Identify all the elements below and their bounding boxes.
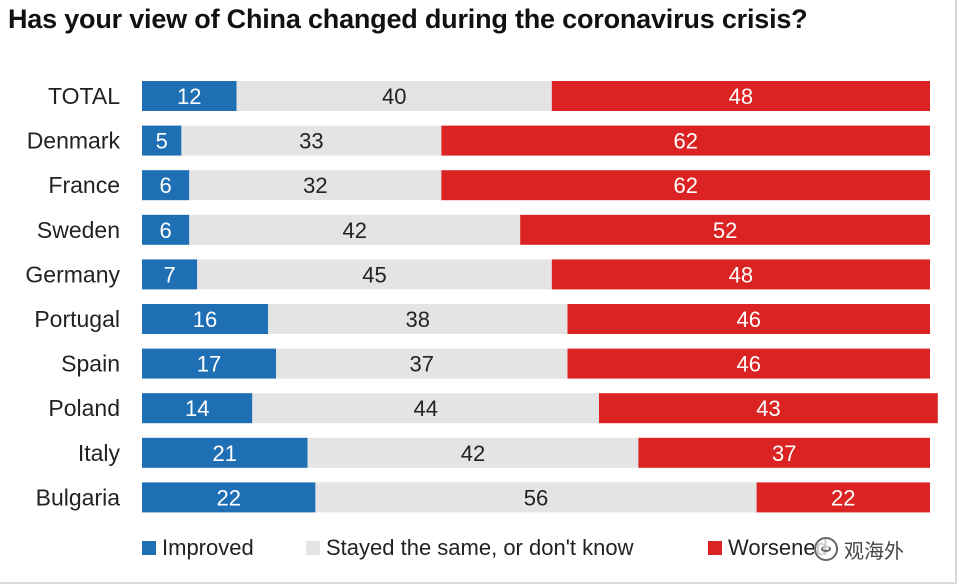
bar-row-spain: Spain 17 37 46 xyxy=(61,348,930,379)
bar-segment-worsened xyxy=(599,393,938,424)
data-label: 43 xyxy=(756,396,780,421)
legend-label: Stayed the same, or don't know xyxy=(326,535,634,560)
data-label: 62 xyxy=(673,173,697,198)
bar-segment-stayed-the-same xyxy=(315,482,757,513)
legend-swatch xyxy=(708,541,722,555)
data-label: 45 xyxy=(362,262,386,287)
data-label: 22 xyxy=(831,485,855,510)
category-label: France xyxy=(48,172,120,198)
data-label: 21 xyxy=(212,441,236,466)
data-label: 32 xyxy=(303,173,327,198)
category-label: Bulgaria xyxy=(36,484,121,510)
data-label: 48 xyxy=(729,262,753,287)
legend-label: Worsened xyxy=(728,535,828,560)
chart-title: Has your view of China changed during th… xyxy=(8,4,808,34)
bar-segment-stayed-the-same xyxy=(236,81,552,111)
bar-segment-stayed-the-same xyxy=(189,170,442,201)
watermark-logo-icon xyxy=(814,537,838,561)
bar-segment-stayed-the-same xyxy=(307,437,639,468)
data-label: 46 xyxy=(737,307,761,332)
bar-row-denmark: Denmark 5 33 62 xyxy=(27,125,930,156)
data-label: 5 xyxy=(156,129,168,154)
category-label: Portugal xyxy=(34,306,120,332)
bar-segment-improved xyxy=(142,259,198,290)
bar-segment-improved xyxy=(142,81,237,111)
data-label: 42 xyxy=(461,441,485,466)
bar-segment-stayed-the-same xyxy=(181,125,442,156)
bar-segment-improved xyxy=(142,125,182,156)
category-label: Denmark xyxy=(27,128,121,154)
data-label: 33 xyxy=(299,129,323,154)
bar-row-france: France 6 32 62 xyxy=(48,170,930,201)
legend-swatch xyxy=(306,541,320,555)
data-label: 46 xyxy=(737,352,761,377)
bar-segment-stayed-the-same xyxy=(252,393,600,424)
bar-segment-improved xyxy=(142,304,269,334)
data-label: 44 xyxy=(413,396,437,421)
data-label: 17 xyxy=(197,352,221,377)
bar-row-sweden: Sweden 6 42 52 xyxy=(37,214,930,245)
bar-segment-worsened xyxy=(638,437,930,468)
bar-segment-worsened xyxy=(756,482,930,513)
legend: Improved Stayed the same, or don't know Wo… xyxy=(142,535,828,560)
bar-segment-improved xyxy=(142,482,316,513)
data-label: 40 xyxy=(382,84,406,109)
bar-row-portugal: Portugal 16 38 46 xyxy=(34,304,930,334)
bar-row-total: TOTAL 12 40 48 xyxy=(48,81,930,111)
data-label: 16 xyxy=(193,307,217,332)
bar-row-bulgaria: Bulgaria 22 56 22 xyxy=(36,482,930,513)
category-label: Italy xyxy=(78,440,121,466)
data-label: 38 xyxy=(406,307,430,332)
bar-row-italy: Italy 21 42 37 xyxy=(78,437,930,468)
bar-row-poland: Poland 14 44 43 xyxy=(48,393,938,424)
bar-segment-improved xyxy=(142,214,190,245)
category-label: TOTAL xyxy=(48,83,120,109)
legend-item-worsened: Worsened xyxy=(708,535,828,560)
bar-segment-stayed-the-same xyxy=(268,304,568,334)
watermark-text: 观海外 xyxy=(844,538,904,563)
bar-segment-stayed-the-same xyxy=(189,214,521,245)
bar-segment-stayed-the-same xyxy=(276,348,568,379)
bar-segment-worsened xyxy=(567,304,930,334)
data-label: 52 xyxy=(713,218,737,243)
legend-label: Improved xyxy=(162,535,254,560)
bar-segment-improved xyxy=(142,393,253,424)
data-label: 12 xyxy=(177,84,201,109)
bar-segment-worsened xyxy=(441,125,930,156)
category-label: Poland xyxy=(48,395,120,421)
bar-segment-worsened xyxy=(441,170,930,201)
bar-segment-improved xyxy=(142,437,308,468)
data-label: 56 xyxy=(524,485,548,510)
data-label: 7 xyxy=(163,262,175,287)
bar-segment-stayed-the-same xyxy=(197,259,552,290)
bar-segment-worsened xyxy=(567,348,930,379)
data-label: 48 xyxy=(729,84,753,109)
category-label: Sweden xyxy=(37,217,120,243)
bar-segment-improved xyxy=(142,170,190,201)
data-label: 6 xyxy=(159,218,171,243)
bar-segment-worsened xyxy=(551,81,930,111)
bar-segment-improved xyxy=(142,348,276,379)
data-label: 62 xyxy=(673,129,697,154)
data-label: 6 xyxy=(159,173,171,198)
data-label: 14 xyxy=(185,396,209,421)
legend-item-stayed-the-same: Stayed the same, or don't know xyxy=(306,535,634,560)
legend-swatch xyxy=(142,541,156,555)
bar-segment-worsened xyxy=(520,214,930,245)
bar-segment-worsened xyxy=(551,259,930,290)
data-label: 22 xyxy=(216,485,240,510)
category-label: Spain xyxy=(61,351,120,377)
watermark: 观海外 xyxy=(814,532,954,566)
data-label: 37 xyxy=(409,352,433,377)
bar-rows: TOTAL 12 40 48 Denmark 5 33 62 France 6 32 62 Sweden… xyxy=(25,81,938,513)
category-label: Germany xyxy=(25,261,120,287)
data-label: 37 xyxy=(772,441,796,466)
data-label: 42 xyxy=(343,218,367,243)
bar-row-germany: Germany 7 45 48 xyxy=(25,259,930,290)
legend-item-improved: Improved xyxy=(142,535,254,560)
